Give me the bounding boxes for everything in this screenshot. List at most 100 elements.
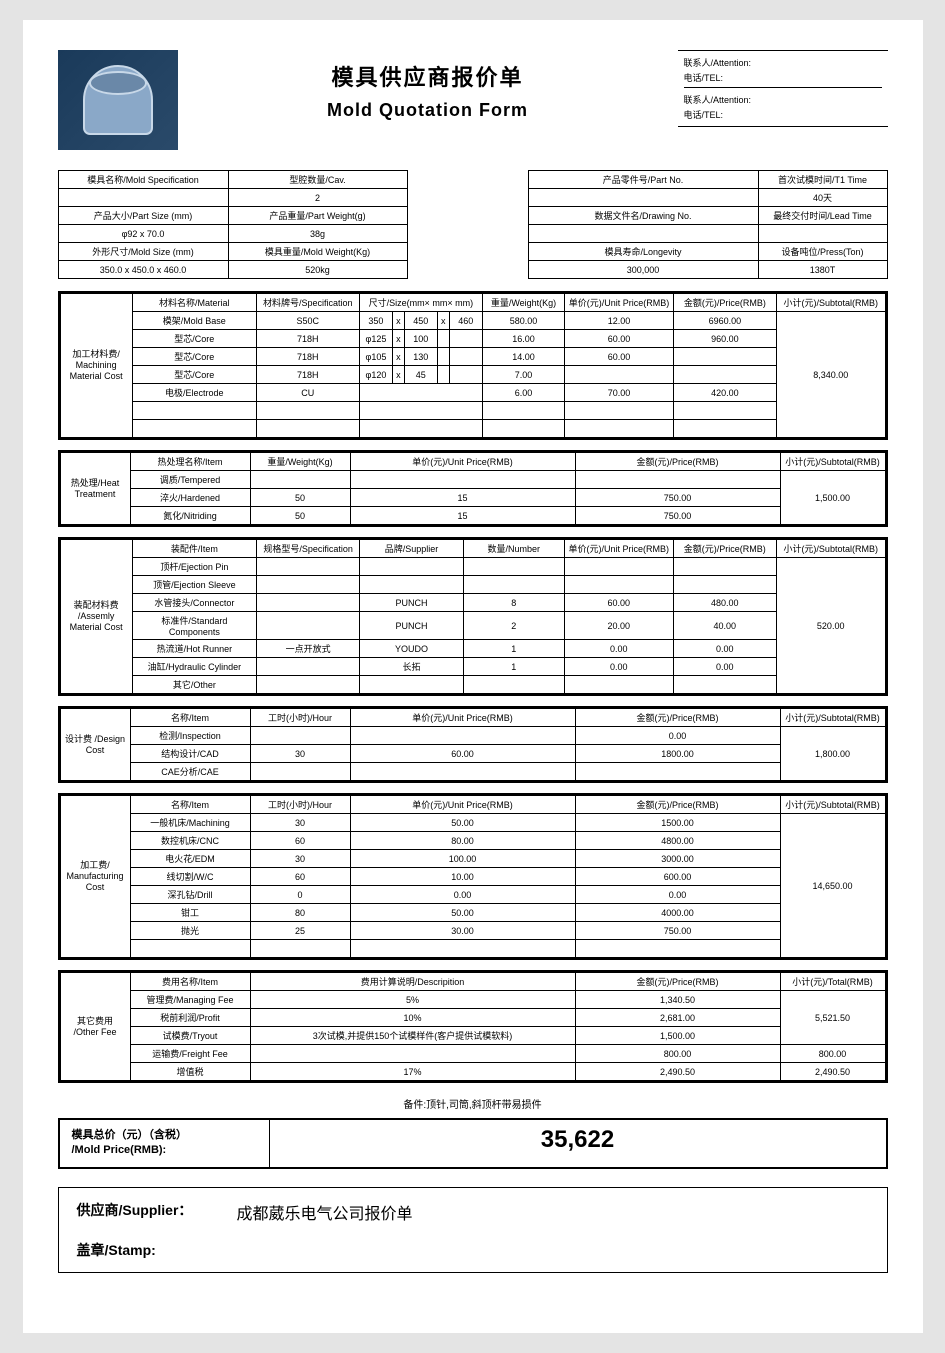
- h-mat-spec: 材料牌号/Specification: [256, 294, 359, 312]
- table-row: [60, 402, 885, 420]
- supplier-box: 供应商/Supplier： 成都葳乐电气公司报价单 盖章/Stamp:: [58, 1187, 888, 1273]
- label-press-ton: 设备吨位/Press(Ton): [758, 243, 887, 261]
- table-row: 增值税17%2,490.502,490.50: [60, 1063, 885, 1081]
- table-row: 管理费/Managing Fee5%1,340.505,521.50: [60, 991, 885, 1009]
- label-cav: 型腔数量/Cav.: [228, 171, 407, 189]
- cat-mfg: 加工费/ Manufacturing Cost: [60, 796, 130, 958]
- contact-tel-2: 电话/TEL:: [684, 107, 882, 122]
- label-mold-spec: 模具名称/Mold Specification: [58, 171, 228, 189]
- label-mold-size: 外形尺寸/Mold Size (mm): [58, 243, 228, 261]
- supplier-value: 成都葳乐电气公司报价单: [237, 1200, 413, 1224]
- cat-material: 加工材料费/ Machining Material Cost: [60, 294, 132, 438]
- val-part-no: [528, 189, 758, 207]
- table-row: 氮化/Nitriding5015750.00: [60, 507, 885, 525]
- table-row: 税前利润/Profit10%2,681.00: [60, 1009, 885, 1027]
- total-value: 35,622: [270, 1120, 886, 1167]
- cat-other: 其它费用 /Other Fee: [60, 973, 130, 1081]
- info-grid: 模具名称/Mold Specification 型腔数量/Cav. 2 产品大小…: [58, 170, 888, 279]
- table-row: 数控机床/CNC6080.004800.00: [60, 832, 885, 850]
- product-thumbnail: [58, 50, 178, 150]
- subtotal-other-1: 5,521.50: [780, 991, 885, 1045]
- table-other: 其它费用 /Other Fee 费用名称/Item 费用计算说明/Descrip…: [60, 972, 886, 1081]
- table-row: 结构设计/CAD3060.001800.00: [60, 745, 885, 763]
- table-row: 型芯/Core718Hφ120x457.00: [60, 366, 885, 384]
- cat-design: 设计费 /Design Cost: [60, 709, 130, 781]
- supplier-label: 供应商/Supplier：: [77, 1200, 237, 1224]
- table-material: 加工材料费/ Machining Material Cost 材料名称/Mate…: [60, 293, 886, 438]
- val-mold-spec: [58, 189, 228, 207]
- contact-tel-1: 电话/TEL:: [684, 70, 882, 85]
- section-assembly: 装配材料费 /Assemly Material Cost 装配件/Item 规格…: [58, 537, 888, 696]
- table-row: 顶杆/Ejection Pin520.00: [60, 558, 885, 576]
- total-label: 模具总价（元）（含税） /Mold Price(RMB):: [60, 1120, 270, 1167]
- val-drawing-no: [528, 225, 758, 243]
- quotation-page: 模具供应商报价单 Mold Quotation Form 联系人/Attenti…: [23, 20, 923, 1333]
- table-row: 线切割/W/C6010.00600.00: [60, 868, 885, 886]
- table-row: 深孔钻/Drill00.000.00: [60, 886, 885, 904]
- section-design: 设计费 /Design Cost 名称/Item 工时(小时)/Hour 单价(…: [58, 706, 888, 783]
- h-mat-name: 材料名称/Material: [132, 294, 256, 312]
- table-row: CAE分析/CAE: [60, 763, 885, 781]
- table-row: 型芯/Core718Hφ125x10016.0060.00960.00: [60, 330, 885, 348]
- section-other: 其它费用 /Other Fee 费用名称/Item 费用计算说明/Descrip…: [58, 970, 888, 1083]
- table-row: 运输费/Freight Fee800.00800.00: [60, 1045, 885, 1063]
- val-press-ton: 1380T: [758, 261, 887, 279]
- table-row: 顶管/Ejection Sleeve: [60, 576, 885, 594]
- subtotal-heat: 1,500.00: [780, 471, 885, 525]
- cat-assembly: 装配材料费 /Assemly Material Cost: [60, 540, 132, 694]
- table-row: 一般机床/Machining3050.001500.0014,650.00: [60, 814, 885, 832]
- val-lead-time: [758, 225, 887, 243]
- section-heat: 热处理/Heat Treatment 热处理名称/Item 重量/Weight(…: [58, 450, 888, 527]
- info-right-table: 产品零件号/Part No. 首次试模时间/T1 Time 40天 数据文件名/…: [528, 170, 888, 279]
- subtotal-material: 8,340.00: [776, 312, 885, 438]
- header: 模具供应商报价单 Mold Quotation Form 联系人/Attenti…: [58, 50, 888, 150]
- label-longevity: 模具寿命/Longevity: [528, 243, 758, 261]
- total-box: 模具总价（元）（含税） /Mold Price(RMB): 35,622: [58, 1118, 888, 1169]
- table-row: 标准件/Standard ComponentsPUNCH220.0040.00: [60, 612, 885, 640]
- label-mold-weight: 模具重量/Mold Weight(Kg): [228, 243, 407, 261]
- table-row: 试模费/Tryout3次试模,并提供150个试模样件(客户提供试模软料)1,50…: [60, 1027, 885, 1045]
- h-mat-price: 金额(元)/Price(RMB): [673, 294, 776, 312]
- contact-block: 联系人/Attention: 电话/TEL: 联系人/Attention: 电话…: [678, 50, 888, 127]
- table-heat: 热处理/Heat Treatment 热处理名称/Item 重量/Weight(…: [60, 452, 886, 525]
- table-row: 检测/Inspection0.001,800.00: [60, 727, 885, 745]
- label-part-weight: 产品重量/Part Weight(g): [228, 207, 407, 225]
- table-row: [60, 420, 885, 438]
- subtotal-mfg: 14,650.00: [780, 814, 885, 958]
- table-row: 模架/Mold BaseS50C350x450x460580.0012.0069…: [60, 312, 885, 330]
- table-row: 油缸/Hydraulic Cylinder长拓10.000.00: [60, 658, 885, 676]
- stamp-label: 盖章/Stamp:: [77, 1240, 237, 1260]
- table-assembly: 装配材料费 /Assemly Material Cost 装配件/Item 规格…: [60, 539, 886, 694]
- val-cav: 2: [228, 189, 407, 207]
- table-row: 热流道/Hot Runner一点开放式YOUDO10.000.00: [60, 640, 885, 658]
- label-part-no: 产品零件号/Part No.: [528, 171, 758, 189]
- section-mfg: 加工费/ Manufacturing Cost 名称/Item 工时(小时)/H…: [58, 793, 888, 960]
- table-row: 钳工8050.004000.00: [60, 904, 885, 922]
- h-mat-wt: 重量/Weight(Kg): [482, 294, 565, 312]
- remark-line: 备件:顶针,司筒,斜顶杆带易损件: [58, 1093, 888, 1114]
- val-mold-weight: 520kg: [228, 261, 407, 279]
- label-drawing-no: 数据文件名/Drawing No.: [528, 207, 758, 225]
- cat-heat: 热处理/Heat Treatment: [60, 453, 130, 525]
- table-mfg: 加工费/ Manufacturing Cost 名称/Item 工时(小时)/H…: [60, 795, 886, 958]
- table-row: 抛光2530.00750.00: [60, 922, 885, 940]
- title-block: 模具供应商报价单 Mold Quotation Form: [188, 50, 668, 121]
- h-mat-up: 单价(元)/Unit Price(RMB): [565, 294, 673, 312]
- table-design: 设计费 /Design Cost 名称/Item 工时(小时)/Hour 单价(…: [60, 708, 886, 781]
- section-material: 加工材料费/ Machining Material Cost 材料名称/Mate…: [58, 291, 888, 440]
- val-part-size: φ92 x 70.0: [58, 225, 228, 243]
- label-lead-time: 最终交付时间/Lead Time: [758, 207, 887, 225]
- h-mat-size: 尺寸/Size(mm× mm× mm): [359, 294, 482, 312]
- subtotal-assembly: 520.00: [776, 558, 885, 694]
- val-longevity: 300,000: [528, 261, 758, 279]
- table-row: 型芯/Core718Hφ105x13014.0060.00: [60, 348, 885, 366]
- table-row: 电火花/EDM30100.003000.00: [60, 850, 885, 868]
- contact-attention-2: 联系人/Attention:: [684, 92, 882, 107]
- info-left-table: 模具名称/Mold Specification 型腔数量/Cav. 2 产品大小…: [58, 170, 408, 279]
- label-part-size: 产品大小/Part Size (mm): [58, 207, 228, 225]
- contact-attention-1: 联系人/Attention:: [684, 55, 882, 70]
- val-part-weight: 38g: [228, 225, 407, 243]
- title-en: Mold Quotation Form: [188, 100, 668, 121]
- h-mat-sub: 小计(元)/Subtotal(RMB): [776, 294, 885, 312]
- table-row: 其它/Other: [60, 676, 885, 694]
